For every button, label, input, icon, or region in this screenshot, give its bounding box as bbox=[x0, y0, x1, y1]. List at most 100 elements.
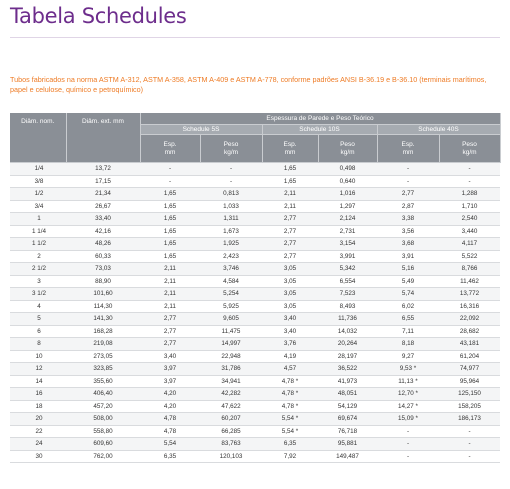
table-cell: 15,09 * bbox=[377, 412, 439, 426]
table-cell: 3,05 bbox=[262, 262, 318, 276]
table-cell: 6,35 bbox=[262, 437, 318, 451]
title-divider bbox=[10, 37, 500, 38]
table-cell: - bbox=[439, 437, 501, 451]
table-cell: 355,60 bbox=[66, 375, 140, 388]
table-cell: 2,11 bbox=[140, 300, 200, 313]
table-cell: 3,56 bbox=[377, 225, 439, 238]
table-cell: 3,154 bbox=[318, 237, 377, 251]
table-row: 1 33,40 1,65 1,311 2,77 2,124 3,38 2,540 bbox=[10, 212, 501, 226]
table-row: 3 1/2 101,60 2,11 5,254 3,05 7,523 5,74 13,772 bbox=[10, 287, 501, 301]
table-cell: 1,65 bbox=[140, 187, 200, 201]
table-cell: 273,05 bbox=[66, 350, 140, 363]
table-cell: 141,30 bbox=[66, 312, 140, 326]
table-cell: 3,40 bbox=[140, 350, 200, 363]
table-row: 2 60,33 1,65 2,423 2,77 3,991 3,91 5,522 bbox=[10, 250, 501, 263]
table-cell: 2,124 bbox=[318, 212, 377, 226]
table-cell: 4,78 bbox=[140, 412, 200, 426]
table-cell: - bbox=[439, 450, 501, 463]
table-cell: 2,11 bbox=[262, 200, 318, 213]
header-diam-ext: Diâm. ext. mm bbox=[66, 113, 141, 163]
table-cell: 2,77 bbox=[262, 237, 318, 251]
table-cell: 16 bbox=[10, 387, 66, 401]
table-cell: 2,77 bbox=[262, 250, 318, 263]
table-cell: 14,997 bbox=[200, 337, 262, 351]
table-cell: - bbox=[377, 425, 439, 438]
header-esp: Esp. mm bbox=[262, 134, 319, 163]
table-cell: 1/2 bbox=[10, 187, 66, 201]
table-cell: 1,288 bbox=[439, 187, 501, 201]
table-cell: 7,11 bbox=[377, 325, 439, 338]
table-cell: 2,77 bbox=[140, 325, 200, 338]
table-cell: 1,65 bbox=[140, 225, 200, 238]
table-cell: 61,204 bbox=[439, 350, 501, 363]
table-row: 1/2 21,34 1,65 0,813 2,11 1,016 2,77 1,288 bbox=[10, 187, 501, 201]
table-cell: 6,554 bbox=[318, 275, 377, 288]
header-schedule-5s: Schedule 5S bbox=[140, 124, 263, 135]
table-cell: 9,53 * bbox=[377, 362, 439, 376]
table-cell: 41,973 bbox=[318, 375, 377, 388]
table-cell: 323,85 bbox=[66, 362, 140, 376]
table-cell: 2 bbox=[10, 250, 66, 263]
table-row: 5 141,30 2,77 9,605 3,40 11,736 6,55 22,092 bbox=[10, 312, 501, 326]
table-cell: 12,70 * bbox=[377, 387, 439, 401]
table-cell: 5,342 bbox=[318, 262, 377, 276]
table-cell: 9,605 bbox=[200, 312, 262, 326]
table-row: 1 1/2 48,26 1,65 1,925 2,77 3,154 3,68 4,117 bbox=[10, 237, 501, 251]
table-cell: - bbox=[377, 162, 439, 176]
table-cell: 2,77 bbox=[140, 337, 200, 351]
table-cell: 3/8 bbox=[10, 175, 66, 188]
table-cell: 3,38 bbox=[377, 212, 439, 226]
table-cell: 14,032 bbox=[318, 325, 377, 338]
header-peso: Peso kg/m bbox=[318, 134, 378, 163]
table-row: 16 406,40 4,20 42,282 4,78 * 48,051 12,70 * 125… bbox=[10, 387, 501, 401]
table-cell: 3,97 bbox=[140, 375, 200, 388]
table-cell: 2,423 bbox=[200, 250, 262, 263]
table-row: 14 355,60 3,97 34,941 4,78 * 41,973 11,13 * 95,… bbox=[10, 375, 501, 388]
table-cell: 3,91 bbox=[377, 250, 439, 263]
table-cell: 88,90 bbox=[66, 275, 140, 288]
table-cell: 83,763 bbox=[200, 437, 262, 451]
table-row: 1 1/4 42,16 1,65 1,673 2,77 2,731 3,56 3,440 bbox=[10, 225, 501, 238]
table-cell: 186,173 bbox=[439, 412, 501, 426]
table-cell: 1/4 bbox=[10, 162, 66, 176]
table-cell: 219,08 bbox=[66, 337, 140, 351]
table-cell: 1,016 bbox=[318, 187, 377, 201]
header-diam-nom: Diâm. nom. bbox=[10, 113, 67, 163]
header-group: Espessura de Parede e Peso Teórico bbox=[140, 113, 501, 125]
table-cell: 9,27 bbox=[377, 350, 439, 363]
table-cell: 6,02 bbox=[377, 300, 439, 313]
table-cell: 4,78 * bbox=[262, 387, 318, 401]
table-cell: 5,54 * bbox=[262, 412, 318, 426]
table-cell: 22 bbox=[10, 425, 66, 438]
table-description: Tubos fabricados na norma ASTM A-312, AS… bbox=[10, 75, 487, 94]
table-cell: 3,440 bbox=[439, 225, 501, 238]
table-cell: 4,117 bbox=[439, 237, 501, 251]
table-cell: 1,65 bbox=[140, 212, 200, 226]
table-cell: 3,40 bbox=[262, 325, 318, 338]
table-cell: 2,731 bbox=[318, 225, 377, 238]
table-cell: 10 bbox=[10, 350, 66, 363]
table-cell: 34,941 bbox=[200, 375, 262, 388]
table-cell: - bbox=[200, 162, 262, 176]
table-cell: 1 1/2 bbox=[10, 237, 66, 251]
table-cell: 6 bbox=[10, 325, 66, 338]
table-cell: 47,622 bbox=[200, 400, 262, 413]
table-cell: 1,033 bbox=[200, 200, 262, 213]
table-cell: 5,49 bbox=[377, 275, 439, 288]
table-cell: 22,948 bbox=[200, 350, 262, 363]
table-cell: 3,97 bbox=[140, 362, 200, 376]
header-esp: Esp. mm bbox=[377, 134, 440, 163]
table-cell: 762,00 bbox=[66, 450, 140, 463]
table-cell: 4,20 bbox=[140, 387, 200, 401]
table-cell: 4,19 bbox=[262, 350, 318, 363]
table-cell: 4,57 bbox=[262, 362, 318, 376]
table-cell: 30 bbox=[10, 450, 66, 463]
table-cell: 457,20 bbox=[66, 400, 140, 413]
table-cell: - bbox=[439, 425, 501, 438]
table-cell: - bbox=[140, 175, 200, 188]
table-cell: 149,487 bbox=[318, 450, 377, 463]
table-cell: 7,92 bbox=[262, 450, 318, 463]
table-cell: 5,16 bbox=[377, 262, 439, 276]
table-cell: 11,475 bbox=[200, 325, 262, 338]
table-cell: 11,736 bbox=[318, 312, 377, 326]
